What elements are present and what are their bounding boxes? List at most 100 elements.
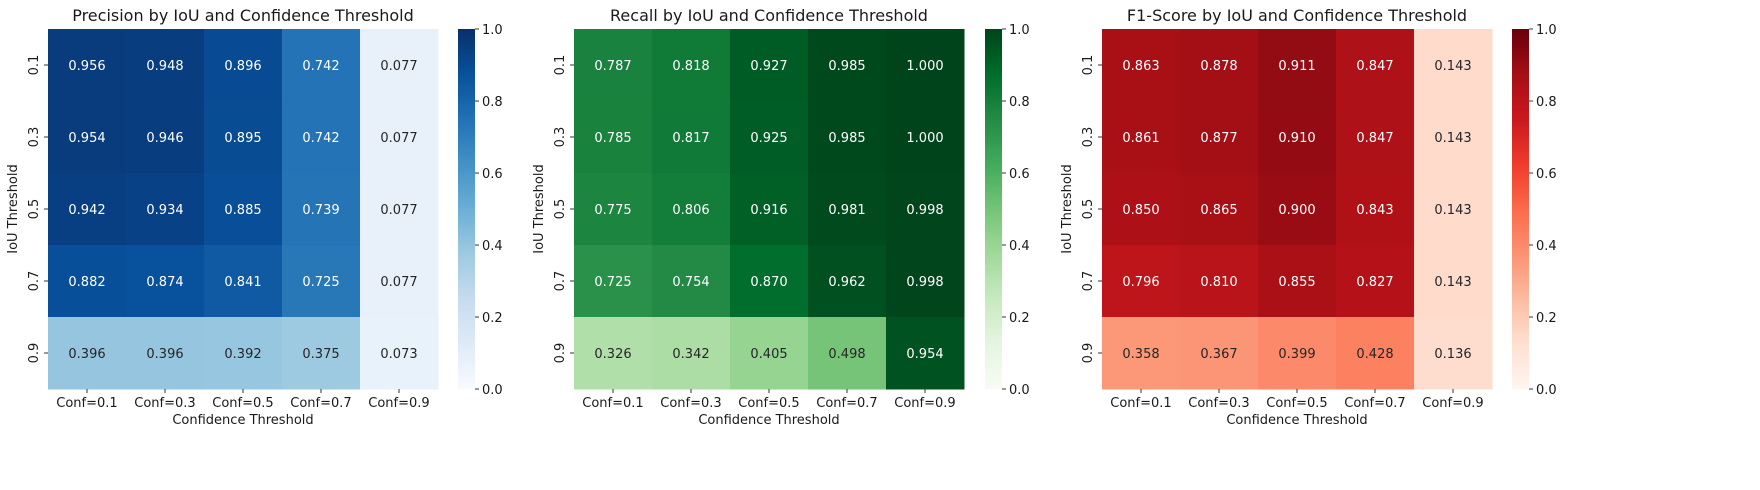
heatmap-cell: [652, 173, 731, 246]
colorbar-tick-label: 0.6: [1009, 167, 1030, 182]
heatmap-cell: [1180, 29, 1259, 102]
y-tick-label: 0.3: [1081, 127, 1096, 148]
cell-value-label: 0.948: [146, 59, 183, 74]
cell-value-label: 0.817: [672, 131, 709, 146]
colorbar-tick-label: 0.4: [482, 239, 503, 254]
cell-value-label: 0.954: [68, 131, 105, 146]
heatmap-cell: [204, 29, 283, 102]
heatmap-cell: [652, 245, 731, 318]
cell-value-label: 0.878: [1200, 59, 1237, 74]
heatmap-cell: [282, 101, 361, 174]
heatmap-cell: [652, 29, 731, 102]
cell-value-label: 0.725: [302, 275, 339, 290]
colorbar-tick-label: 0.8: [1009, 95, 1030, 110]
y-tick-label: 0.7: [27, 271, 42, 292]
colorbar-tick-label: 0.2: [1009, 311, 1030, 326]
heatmap-cell: [1102, 317, 1181, 390]
heatmap-cell: [1180, 245, 1259, 318]
x-tick-label: Conf=0.7: [1344, 396, 1405, 411]
colorbar-tick-label: 0.6: [482, 167, 503, 182]
heatmap-cell: [204, 101, 283, 174]
y-tick-label: 0.7: [553, 271, 568, 292]
heatmap-cell: [282, 245, 361, 318]
cell-value-label: 0.885: [224, 203, 261, 218]
cell-value-label: 0.956: [68, 59, 105, 74]
cell-value-label: 0.954: [906, 347, 943, 362]
cell-value-label: 0.934: [146, 203, 183, 218]
heatmap-cell: [48, 29, 127, 102]
heatmap-cell: [126, 317, 205, 390]
heatmap-cell: [574, 173, 653, 246]
heatmap-cell: [360, 101, 439, 174]
heatmap-cell: [48, 317, 127, 390]
heatmap-cell: [730, 29, 809, 102]
heatmap-cell: [574, 101, 653, 174]
x-tick-label: Conf=0.1: [56, 396, 117, 411]
y-tick-label: 0.1: [27, 55, 42, 76]
cell-value-label: 0.367: [1200, 347, 1237, 362]
cell-value-label: 0.742: [302, 59, 339, 74]
cell-value-label: 0.342: [672, 347, 709, 362]
heatmap-cell: [360, 29, 439, 102]
colorbar-tick-label: 0.2: [482, 311, 503, 326]
chart-title: F1-Score by IoU and Confidence Threshold: [1127, 6, 1467, 25]
cell-value-label: 0.143: [1434, 275, 1471, 290]
colorbar: [985, 29, 1002, 389]
heatmap-cell: [886, 245, 965, 318]
cell-value-label: 1.000: [906, 131, 943, 146]
x-tick-label: Conf=0.9: [1422, 396, 1483, 411]
heatmap-cell: [1414, 29, 1493, 102]
heatmap-cell: [886, 317, 965, 390]
cell-value-label: 0.863: [1122, 59, 1159, 74]
cell-value-label: 0.847: [1356, 131, 1393, 146]
y-tick-label: 0.9: [27, 343, 42, 364]
x-tick-label: Conf=0.5: [738, 396, 799, 411]
heatmap-cell: [48, 245, 127, 318]
x-tick-label: Conf=0.1: [1110, 396, 1171, 411]
cell-value-label: 0.946: [146, 131, 183, 146]
heatmap-cell: [126, 173, 205, 246]
cell-value-label: 0.827: [1356, 275, 1393, 290]
colorbar-tick-label: 1.0: [1009, 23, 1030, 38]
heatmap-cell: [1180, 317, 1259, 390]
cell-value-label: 0.810: [1200, 275, 1237, 290]
heatmap-cell: [886, 101, 965, 174]
y-tick-label: 0.1: [1081, 55, 1096, 76]
colorbar-tick-label: 0.0: [1536, 383, 1557, 398]
cell-value-label: 0.498: [828, 347, 865, 362]
cell-value-label: 0.981: [828, 203, 865, 218]
cell-value-label: 0.796: [1122, 275, 1159, 290]
heatmap-cell: [1180, 173, 1259, 246]
heatmap-cell: [730, 101, 809, 174]
y-tick-label: 0.9: [553, 343, 568, 364]
heatmap-cell: [808, 317, 887, 390]
heatmap-cell: [808, 245, 887, 318]
heatmap-cell: [282, 29, 361, 102]
cell-value-label: 0.358: [1122, 347, 1159, 362]
cell-value-label: 0.985: [828, 131, 865, 146]
cell-value-label: 0.818: [672, 59, 709, 74]
heatmap-cell: [1336, 101, 1415, 174]
x-axis-label: Confidence Threshold: [698, 413, 839, 428]
colorbar: [458, 29, 475, 389]
heatmap-cell: [652, 101, 731, 174]
heatmap-panel-1: Precision by IoU and Confidence Threshol…: [6, 6, 503, 428]
heatmap-cell: [1336, 317, 1415, 390]
heatmap-cell: [808, 173, 887, 246]
cell-value-label: 0.985: [828, 59, 865, 74]
cell-value-label: 0.843: [1356, 203, 1393, 218]
heatmap-cell: [48, 101, 127, 174]
x-tick-label: Conf=0.7: [816, 396, 877, 411]
cell-value-label: 0.392: [224, 347, 261, 362]
heatmap-cell: [1258, 173, 1337, 246]
cell-value-label: 0.077: [380, 203, 417, 218]
heatmap-cell: [808, 101, 887, 174]
colorbar-tick-label: 0.6: [1536, 167, 1557, 182]
heatmap-cell: [1102, 101, 1181, 174]
heatmap-cell: [808, 29, 887, 102]
cell-value-label: 0.396: [68, 347, 105, 362]
heatmap-cell: [652, 317, 731, 390]
heatmap-cell: [730, 245, 809, 318]
cell-value-label: 0.396: [146, 347, 183, 362]
heatmap-cell: [886, 173, 965, 246]
